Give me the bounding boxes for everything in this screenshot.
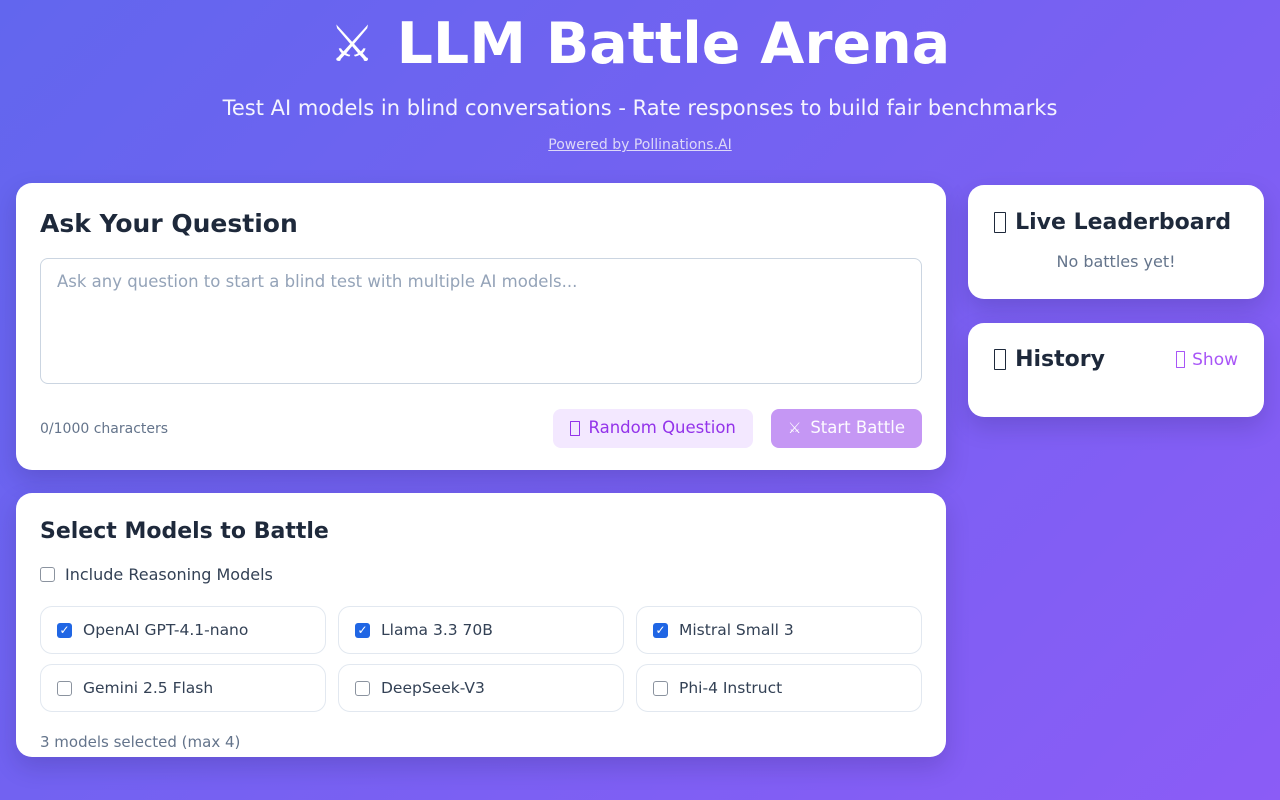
model-option-openai-gpt-4-1-nano[interactable]: OpenAI GPT-4.1-nano [40, 606, 326, 654]
leaderboard-header: Live Leaderboard [994, 210, 1238, 235]
model-checkbox[interactable] [653, 680, 668, 696]
crossed-swords-icon: ⚔ [329, 15, 375, 73]
reasoning-checkbox[interactable] [40, 567, 55, 582]
select-models-title: Select Models to Battle [40, 519, 329, 544]
question-buttons: Random Question ⚔ Start Battle [553, 409, 922, 448]
page-title: LLM Battle Arena [396, 10, 951, 77]
model-label: Gemini 2.5 Flash [83, 679, 214, 697]
random-question-label: Random Question [588, 418, 736, 438]
live-leaderboard-card: Live Leaderboard No battles yet! [968, 185, 1264, 299]
question-footer: 0/1000 characters Random Question ⚔ Star… [40, 409, 922, 448]
model-option-mistral-small-3[interactable]: Mistral Small 3 [636, 606, 922, 654]
leaderboard-title: Live Leaderboard [1015, 210, 1232, 235]
question-input[interactable] [40, 258, 922, 384]
scroll-icon [994, 349, 1007, 370]
ask-question-title: Ask Your Question [40, 209, 298, 238]
ask-question-card: Ask Your Question 0/1000 characters Rand… [16, 183, 946, 470]
model-checkbox[interactable] [355, 622, 370, 638]
model-checkbox[interactable] [653, 622, 668, 638]
history-show-button[interactable]: Show [1175, 349, 1238, 370]
start-battle-label: Start Battle [810, 418, 905, 438]
model-label: Llama 3.3 70B [381, 621, 493, 639]
model-option-phi-4-instruct[interactable]: Phi-4 Instruct [636, 664, 922, 712]
history-card: History Show [968, 323, 1264, 417]
char-counter: 0/1000 characters [40, 420, 169, 437]
powered-by-link[interactable]: Powered by Pollinations.AI [548, 137, 732, 153]
title-row: ⚔ LLM Battle Arena [0, 8, 1280, 80]
dice-icon [570, 420, 580, 437]
model-label: Phi-4 Instruct [679, 679, 783, 697]
leaderboard-empty-text: No battles yet! [1056, 252, 1176, 271]
reasoning-label: Include Reasoning Models [65, 565, 273, 584]
model-checkbox[interactable] [57, 622, 72, 638]
model-label: OpenAI GPT-4.1-nano [83, 621, 249, 639]
model-label: DeepSeek-V3 [381, 679, 485, 697]
chart-icon [994, 212, 1007, 233]
model-option-gemini-2-5-flash[interactable]: Gemini 2.5 Flash [40, 664, 326, 712]
model-option-deepseek-v3[interactable]: DeepSeek-V3 [338, 664, 624, 712]
model-checkbox[interactable] [355, 680, 370, 696]
model-option-llama-3-3-70b[interactable]: Llama 3.3 70B [338, 606, 624, 654]
crossed-swords-icon: ⚔ [787, 419, 802, 437]
history-header: History Show [994, 347, 1238, 372]
eye-icon [1175, 351, 1186, 368]
app-header: ⚔ LLM Battle Arena Test AI models in bli… [0, 0, 1280, 153]
model-label: Mistral Small 3 [679, 621, 794, 639]
model-checkbox[interactable] [57, 680, 72, 696]
select-models-card: Select Models to Battle Include Reasonin… [16, 493, 946, 757]
history-title-row: History [994, 347, 1105, 372]
page-subtitle: Test AI models in blind conversations - … [222, 96, 1058, 120]
start-battle-button[interactable]: ⚔ Start Battle [770, 409, 922, 448]
include-reasoning-toggle[interactable]: Include Reasoning Models [40, 565, 922, 584]
history-title: History [1015, 347, 1105, 372]
history-show-label: Show [1192, 349, 1238, 370]
selection-note: 3 models selected (max 4) [40, 733, 241, 751]
random-question-button[interactable]: Random Question [553, 409, 753, 448]
model-grid: OpenAI GPT-4.1-nano Llama 3.3 70B Mistra… [40, 606, 922, 712]
